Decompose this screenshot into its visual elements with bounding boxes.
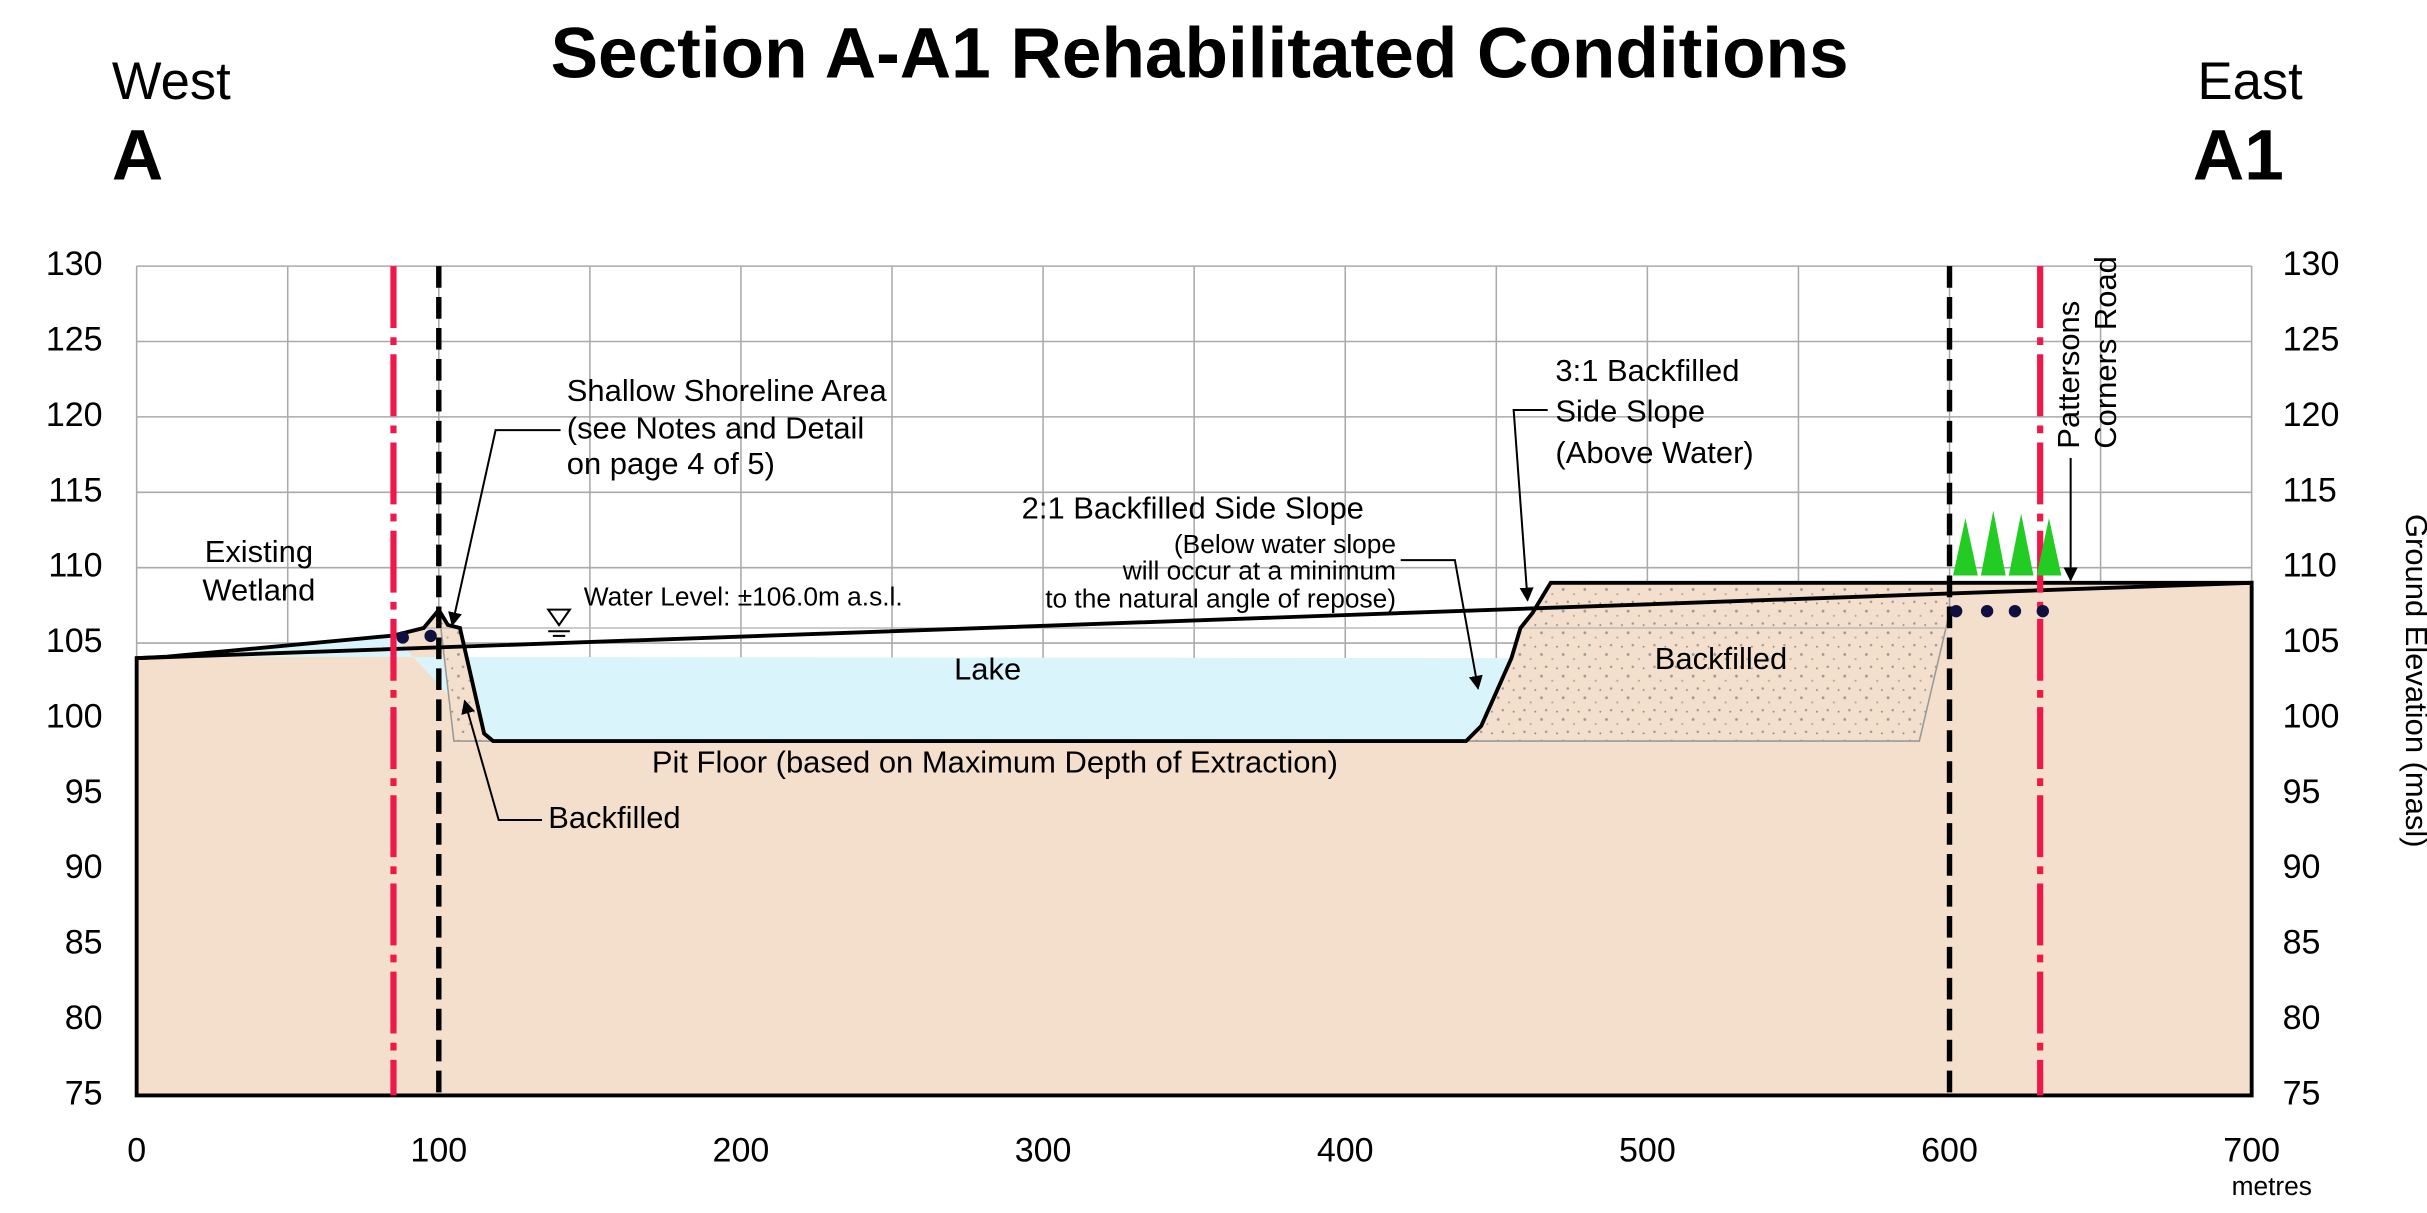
x-tick-label: 300 <box>1015 1132 1072 1170</box>
annotation: Shallow Shoreline Area <box>567 373 888 408</box>
title: Section A-A1 Rehabilitated Conditions <box>551 15 1849 94</box>
leader <box>448 429 561 627</box>
x-tick-label: 100 <box>410 1132 467 1170</box>
x-tick-label: 400 <box>1317 1132 1374 1170</box>
y-tick-label: 80 <box>2283 999 2321 1037</box>
annotation: Pit Floor (based on Maximum Depth of Ext… <box>652 744 1338 779</box>
annotation: Side Slope <box>1555 393 1705 428</box>
annotation: Water Level: ±106.0m a.s.l. <box>584 582 903 612</box>
west-mark: A <box>112 117 163 196</box>
x-tick-label: 0 <box>127 1132 146 1170</box>
y-tick-label: 125 <box>2283 320 2340 358</box>
x-unit: metres <box>2232 1171 2312 1201</box>
annotation: Corners Road <box>2088 256 2123 449</box>
annotation: Pattersons <box>2051 301 2086 449</box>
east-mark: A1 <box>2193 117 2284 196</box>
y-tick-label: 75 <box>2283 1074 2321 1112</box>
y-tick-label: 95 <box>2283 773 2321 811</box>
y-tick-label: 90 <box>2283 848 2321 886</box>
annotation: Lake <box>954 652 1021 687</box>
annotation: Wetland <box>202 573 315 608</box>
trees <box>1953 510 2062 576</box>
leader <box>1512 409 1548 602</box>
annotation: 2:1 Backfilled Side Slope <box>1022 491 1364 526</box>
x-tick-label: 200 <box>713 1132 770 1170</box>
plot-frame <box>134 580 2254 1098</box>
annotation: Backfilled <box>1655 641 1787 676</box>
y-tick-label: 90 <box>65 848 103 886</box>
y-tick-label: 95 <box>65 773 103 811</box>
ground-profile <box>136 580 2252 744</box>
annotation: will occur at a minimum <box>1122 555 1396 585</box>
annotation: 3:1 Backfilled <box>1555 353 1739 388</box>
annotation: (see Notes and Detail <box>567 410 865 445</box>
annotation: on page 4 of 5) <box>567 446 775 481</box>
leader <box>1400 559 1483 690</box>
y-tick-label: 115 <box>48 471 102 509</box>
y-tick-label: 110 <box>48 547 102 585</box>
water-symbol <box>546 608 572 637</box>
west-label: West <box>112 52 231 111</box>
annotation: (Above Water) <box>1555 435 1753 470</box>
y-tick-label: 110 <box>2283 547 2337 585</box>
y-tick-label: 120 <box>46 396 103 434</box>
y-tick-label: 100 <box>2283 697 2340 735</box>
y-axis-label: Ground Elevation (masl) <box>2399 514 2427 848</box>
x-tick-label: 700 <box>2223 1132 2280 1170</box>
y-tick-label: 125 <box>46 320 103 358</box>
y-tick-label: 130 <box>46 245 103 283</box>
lake <box>166 635 1512 742</box>
y-tick-label: 75 <box>65 1074 103 1112</box>
leader <box>461 699 543 822</box>
y-tick-label: 105 <box>46 622 103 660</box>
annotation: Backfilled <box>548 800 680 835</box>
annotation: Existing <box>205 534 313 569</box>
east-label: East <box>2198 52 2304 111</box>
x-tick-label: 500 <box>1619 1132 1676 1170</box>
annotation: to the natural angle of repose) <box>1045 583 1396 613</box>
annotation: (Below water slope <box>1174 529 1396 559</box>
y-tick-label: 105 <box>2283 622 2340 660</box>
x-tick-label: 600 <box>1921 1132 1978 1170</box>
y-tick-label: 85 <box>2283 924 2321 962</box>
y-tick-label: 100 <box>46 697 103 735</box>
y-tick-label: 115 <box>2283 471 2337 509</box>
y-tick-label: 130 <box>2283 245 2340 283</box>
y-tick-label: 85 <box>65 924 103 962</box>
boundary-dots <box>396 604 2049 644</box>
y-tick-label: 120 <box>2283 396 2340 434</box>
y-tick-label: 80 <box>65 999 103 1037</box>
